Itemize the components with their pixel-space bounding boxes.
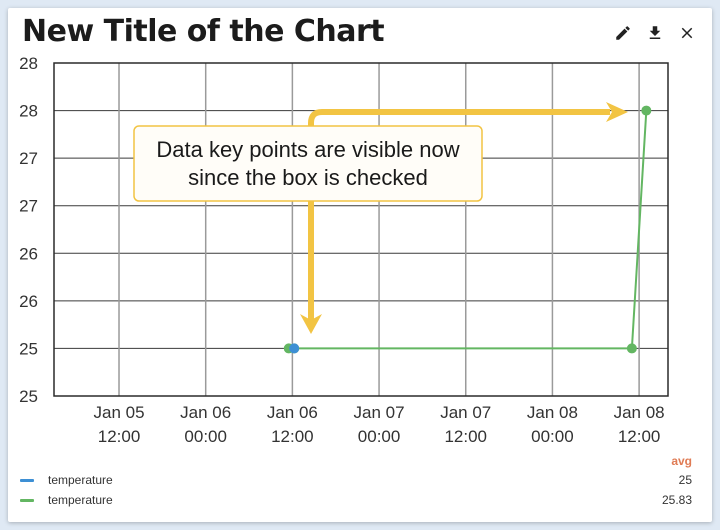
y-tick-label: 28 xyxy=(19,54,38,73)
legend: avg temperature 25 temperature 25.83 xyxy=(20,454,692,510)
data-point xyxy=(626,343,637,354)
pencil-icon xyxy=(616,26,630,40)
line-chart: 28 28 27 27 26 26 25 25 Jan 05 12:00 Jan 06 00:00 Ja… xyxy=(19,54,669,446)
annotation-box xyxy=(133,125,483,202)
plot-frame xyxy=(53,62,669,397)
x-tick-time: 00:00 xyxy=(531,427,574,446)
x-tick-date: Jan 05 xyxy=(93,403,144,422)
chart-title: New Title of the Chart xyxy=(22,14,385,49)
widget-toolbar xyxy=(612,22,698,44)
data-point xyxy=(641,105,652,116)
annotation-text-line1: Data key points are visible now xyxy=(156,137,459,162)
legend-series-avg: 25 xyxy=(678,473,692,487)
edit-button[interactable] xyxy=(612,22,634,44)
annotation-text-line2: since the box is checked xyxy=(188,165,428,190)
x-tick-date: Jan 08 xyxy=(614,403,665,422)
x-tick-date: Jan 07 xyxy=(440,403,491,422)
chart-widget-card: New Title of the Chart 28 28 27 27 26 26 25 25 J… xyxy=(8,8,712,522)
legend-series-name: temperature xyxy=(48,473,113,487)
x-tick-date: Jan 08 xyxy=(527,403,578,422)
y-tick-label: 27 xyxy=(19,197,38,216)
annotation-arrow xyxy=(308,109,610,326)
y-tick-label: 28 xyxy=(19,102,38,121)
legend-item[interactable]: temperature 25 xyxy=(20,470,692,490)
x-tick-time: 12:00 xyxy=(444,427,487,446)
download-button[interactable] xyxy=(644,22,666,44)
legend-series-name: temperature xyxy=(48,493,113,507)
y-tick-label: 25 xyxy=(19,339,38,358)
x-tick-time: 12:00 xyxy=(618,427,661,446)
x-tick-date: Jan 06 xyxy=(180,403,231,422)
download-icon xyxy=(649,26,661,39)
x-tick-date: Jan 07 xyxy=(354,403,405,422)
y-tick-label: 26 xyxy=(19,292,38,311)
x-tick-time: 12:00 xyxy=(271,427,314,446)
x-tick-time: 12:00 xyxy=(98,427,141,446)
legend-item[interactable]: temperature 25.83 xyxy=(20,490,692,510)
legend-swatch xyxy=(20,479,34,482)
legend-swatch xyxy=(20,499,34,502)
y-tick-label: 26 xyxy=(19,244,38,263)
y-tick-label: 25 xyxy=(19,387,38,406)
close-icon xyxy=(681,27,693,39)
x-tick-time: 00:00 xyxy=(358,427,401,446)
x-tick-time: 00:00 xyxy=(184,427,227,446)
annotation-arrowhead-right xyxy=(606,102,628,122)
legend-header-avg: avg xyxy=(671,454,692,468)
legend-series-avg: 25.83 xyxy=(661,493,692,507)
close-button[interactable] xyxy=(676,22,698,44)
x-tick-date: Jan 06 xyxy=(267,403,318,422)
data-point xyxy=(289,343,300,354)
y-tick-label: 27 xyxy=(19,149,38,168)
annotation-arrowhead-down xyxy=(300,314,322,334)
